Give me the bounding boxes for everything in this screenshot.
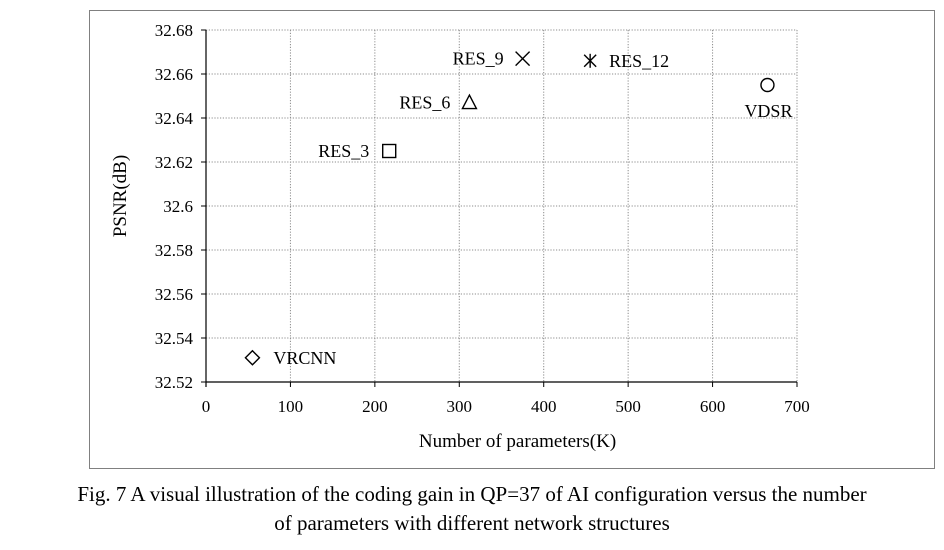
x-marker-stroke xyxy=(515,51,531,67)
x-tick-label: 600 xyxy=(700,397,726,416)
x-tick-label: 500 xyxy=(615,397,641,416)
diamond-marker xyxy=(244,349,261,366)
y-tick-label: 32.52 xyxy=(155,373,193,392)
point-vdsr xyxy=(760,77,775,93)
y-tick-label: 32.62 xyxy=(155,153,193,172)
y-tick-label: 32.68 xyxy=(155,21,193,40)
point-res-6 xyxy=(461,93,478,110)
point-res-9-label: RES_9 xyxy=(453,49,504,69)
point-res-12 xyxy=(583,53,597,68)
y-tick-label: 32.66 xyxy=(155,65,193,84)
caption-line-1: Fig. 7 A visual illustration of the codi… xyxy=(77,482,867,506)
grid-lines xyxy=(206,29,798,382)
figure-frame xyxy=(89,10,935,469)
point-res-3-label: RES_3 xyxy=(318,141,369,161)
point-vdsr-label: VDSR xyxy=(744,101,792,121)
figure-caption: Fig. 7 A visual illustration of the codi… xyxy=(0,480,944,538)
y-tick-label: 32.64 xyxy=(155,109,194,128)
tick-labels: 32.52 32.54 32.56 32.58 32.6 32.62 32.64 32.66 3… xyxy=(155,21,810,416)
x-tick-label: 300 xyxy=(447,397,473,416)
point-res-9 xyxy=(515,51,531,67)
data-points xyxy=(244,51,775,366)
axes xyxy=(201,29,798,387)
y-axis-title: PSNR(dB) xyxy=(110,155,131,237)
circle-marker xyxy=(760,77,775,93)
point-res-3 xyxy=(382,143,397,159)
point-res-12-label: RES_12 xyxy=(609,51,669,71)
x-tick-label: 200 xyxy=(362,397,388,416)
square-marker xyxy=(382,143,397,159)
y-tick-label: 32.6 xyxy=(163,197,193,216)
point-vrcnn xyxy=(244,349,261,366)
x-tick-label: 100 xyxy=(278,397,304,416)
data-labels: VRCNN RES_3 RES_6 RES_9 RES_12 VDSR xyxy=(273,49,792,368)
point-vrcnn-label: VRCNN xyxy=(273,348,336,368)
x-tick-label: 400 xyxy=(531,397,557,416)
x-axis-title: Number of parameters(K) xyxy=(419,431,616,452)
y-tick-label: 32.58 xyxy=(155,241,193,260)
x-tick-label: 700 xyxy=(784,397,810,416)
y-tick-label: 32.54 xyxy=(155,329,194,348)
point-res-6-label: RES_6 xyxy=(399,93,450,113)
scatter-chart: 32.52 32.54 32.56 32.58 32.6 32.62 32.64 32.66 3… xyxy=(110,21,810,452)
caption-line-2: of parameters with different network str… xyxy=(274,511,670,535)
triangle-marker xyxy=(461,93,478,110)
y-tick-label: 32.56 xyxy=(155,285,193,304)
x-tick-label: 0 xyxy=(202,397,211,416)
